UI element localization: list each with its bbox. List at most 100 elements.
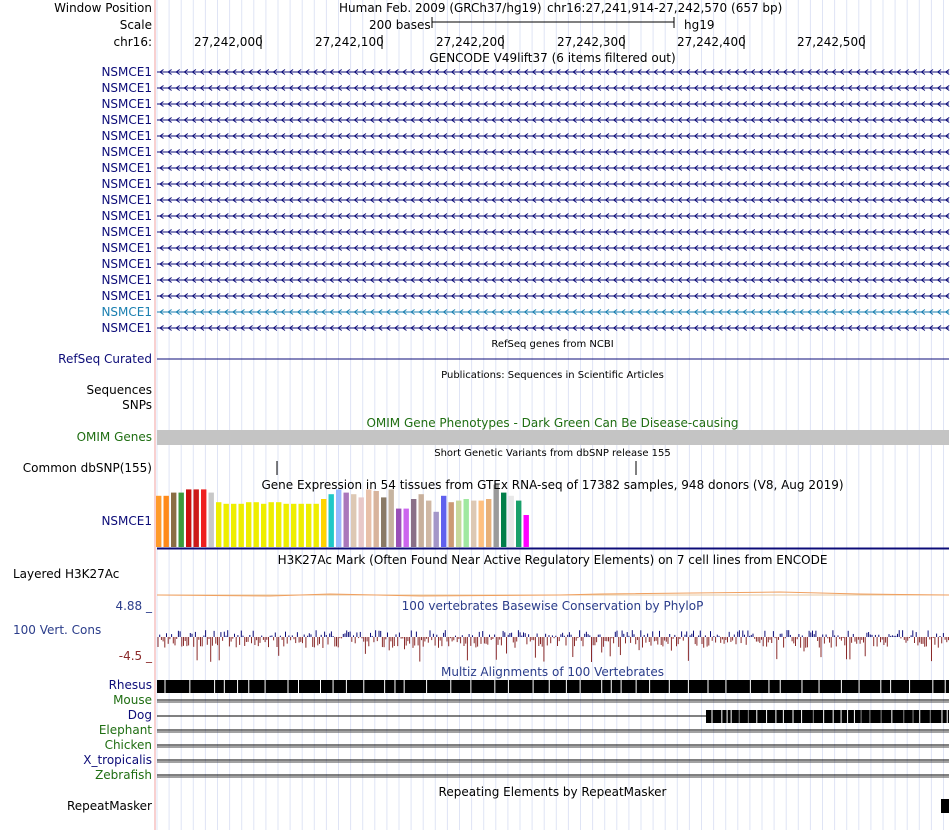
- gtex-tissue-bar: [418, 494, 424, 547]
- gtex-tissue-bar: [343, 492, 349, 547]
- refseq-label[interactable]: RefSeq Curated: [58, 352, 152, 366]
- gencode-transcript-label[interactable]: NSMCE1: [101, 113, 152, 127]
- gtex-tissue-bar: [486, 499, 492, 547]
- gencode-transcript-label[interactable]: NSMCE1: [101, 321, 152, 335]
- dbsnp-label[interactable]: Common dbSNP(155): [22, 461, 152, 475]
- multiz-species-label[interactable]: Elephant: [98, 723, 152, 737]
- gtex-tissue-bar: [351, 494, 357, 547]
- gtex-tissue-bar: [298, 503, 304, 547]
- multiz-species-label[interactable]: X_tropicalis: [83, 753, 152, 767]
- gencode-transcript-label[interactable]: NSMCE1: [101, 97, 152, 111]
- gtex-tissue-bar: [186, 489, 192, 547]
- gencode-transcript-label[interactable]: NSMCE1: [101, 129, 152, 143]
- gtex-tissue-bar: [456, 500, 462, 547]
- omim-track-title: OMIM Gene Phenotypes - Dark Green Can Be…: [366, 416, 739, 430]
- gencode-transcript-label[interactable]: NSMCE1: [101, 81, 152, 95]
- multiz-species-label[interactable]: Mouse: [113, 693, 152, 707]
- strand-arrows: [159, 117, 950, 123]
- ruler-tick-label: 27,242,500: [797, 35, 866, 49]
- gtex-tissue-bar: [328, 494, 334, 547]
- gtex-tissue-bar: [426, 500, 432, 547]
- gtex-tissue-bar: [358, 497, 364, 547]
- gtex-tissue-bar: [178, 492, 184, 547]
- strand-arrows: [159, 101, 950, 107]
- strand-arrows: [159, 181, 950, 187]
- gtex-tissue-bar: [171, 492, 177, 547]
- strand-arrows: [159, 245, 950, 251]
- gtex-tissue-bar: [471, 500, 477, 547]
- ruler-tick-label: 27,242,100: [315, 35, 384, 49]
- gencode-track-title: GENCODE V49lift37 (6 items filtered out): [429, 51, 676, 65]
- multiz-species-label[interactable]: Rhesus: [108, 678, 152, 692]
- repeat-element-block: [941, 799, 949, 813]
- gencode-transcript-label[interactable]: NSMCE1: [101, 257, 152, 271]
- strand-arrows: [159, 229, 950, 235]
- gtex-tissue-bar: [261, 503, 267, 547]
- window-position-label: Window Position: [54, 1, 152, 15]
- strand-arrows: [159, 133, 950, 139]
- strand-arrows: [159, 69, 950, 75]
- gtex-tissue-bar: [508, 495, 514, 547]
- gtex-tissue-bar: [388, 489, 394, 547]
- scale-text: 200 bases: [369, 18, 431, 32]
- h3k27ac-signal: [156, 591, 950, 597]
- h3k27ac-label[interactable]: Layered H3K27Ac: [13, 567, 120, 581]
- refseq-track-title: RefSeq genes from NCBI: [491, 339, 614, 350]
- gtex-tissue-bar: [268, 502, 274, 547]
- gtex-tissue-bar: [313, 503, 319, 547]
- gtex-tissue-bar: [253, 502, 259, 547]
- strand-arrows: [159, 325, 950, 331]
- scale-label: Scale: [119, 18, 152, 32]
- gtex-tissue-bar: [493, 484, 499, 547]
- ruler-tick-label: 27,242,200: [436, 35, 505, 49]
- dbsnp-track-title: Short Genetic Variants from dbSNP releas…: [434, 448, 671, 459]
- multiz-track-title: Multiz Alignments of 100 Vertebrates: [440, 665, 665, 679]
- publications-label-sequences[interactable]: Sequences: [86, 383, 152, 397]
- chrom-label: chr16:: [113, 35, 152, 49]
- gencode-transcript-label[interactable]: NSMCE1: [101, 161, 152, 175]
- multiz-species-label[interactable]: Chicken: [104, 738, 152, 752]
- omim-label[interactable]: OMIM Genes: [76, 430, 152, 444]
- gtex-tissue-bar: [201, 489, 207, 547]
- publications-label-snps[interactable]: SNPs: [122, 398, 152, 412]
- multiz-species-label[interactable]: Dog: [127, 708, 152, 722]
- gtex-tissue-bar: [433, 511, 439, 547]
- gencode-transcript-label[interactable]: NSMCE1: [101, 273, 152, 287]
- gtex-tissue-bar: [276, 502, 282, 547]
- gtex-tissue-bar: [336, 489, 342, 547]
- gencode-transcript-label[interactable]: NSMCE1: [101, 225, 152, 239]
- gtex-tissue-bar: [291, 503, 297, 547]
- gtex-tissue-bar: [246, 502, 252, 547]
- gtex-tissue-bar: [516, 500, 522, 547]
- strand-arrows: [159, 213, 950, 219]
- strand-arrows: [159, 293, 950, 299]
- gencode-transcript-label[interactable]: NSMCE1: [101, 177, 152, 191]
- ruler-tick-label: 27,242,000: [194, 35, 263, 49]
- position-text[interactable]: chr16:27,241,914-27,242,570 (657 bp): [547, 1, 783, 15]
- omim-gene-bar: [157, 430, 949, 445]
- gtex-tissue-bar: [163, 495, 169, 547]
- repeatmasker-label[interactable]: RepeatMasker: [66, 799, 152, 813]
- gtex-tissue-bar: [216, 502, 222, 547]
- gtex-tissue-bar: [156, 495, 162, 547]
- gencode-transcript-label[interactable]: NSMCE1: [101, 65, 152, 79]
- publications-track-title: Publications: Sequences in Scientific Ar…: [441, 370, 664, 381]
- conservation-label[interactable]: 100 Vert. Cons: [13, 623, 102, 637]
- gencode-transcript-label[interactable]: NSMCE1: [101, 241, 152, 255]
- rhesus-alignment-block: [157, 680, 949, 693]
- multiz-species-label[interactable]: Zebrafish: [95, 768, 152, 782]
- gencode-transcript-label[interactable]: NSMCE1: [101, 145, 152, 159]
- gtex-tissue-bar: [448, 502, 454, 547]
- gtex-tissue-bar: [321, 499, 327, 547]
- gtex-label[interactable]: NSMCE1: [101, 514, 152, 528]
- gencode-transcript-label[interactable]: NSMCE1: [101, 193, 152, 207]
- strand-arrows: [159, 197, 950, 203]
- gtex-tissue-bar: [373, 491, 379, 547]
- gencode-transcript-label[interactable]: NSMCE1: [101, 289, 152, 303]
- gencode-transcript-label[interactable]: NSMCE1: [101, 209, 152, 223]
- gtex-tissue-bar: [463, 499, 469, 547]
- repeatmasker-track-title: Repeating Elements by RepeatMasker: [438, 785, 667, 799]
- gencode-transcript-label[interactable]: NSMCE1: [101, 305, 152, 319]
- conservation-track-title: 100 vertebrates Basewise Conservation by…: [401, 599, 704, 613]
